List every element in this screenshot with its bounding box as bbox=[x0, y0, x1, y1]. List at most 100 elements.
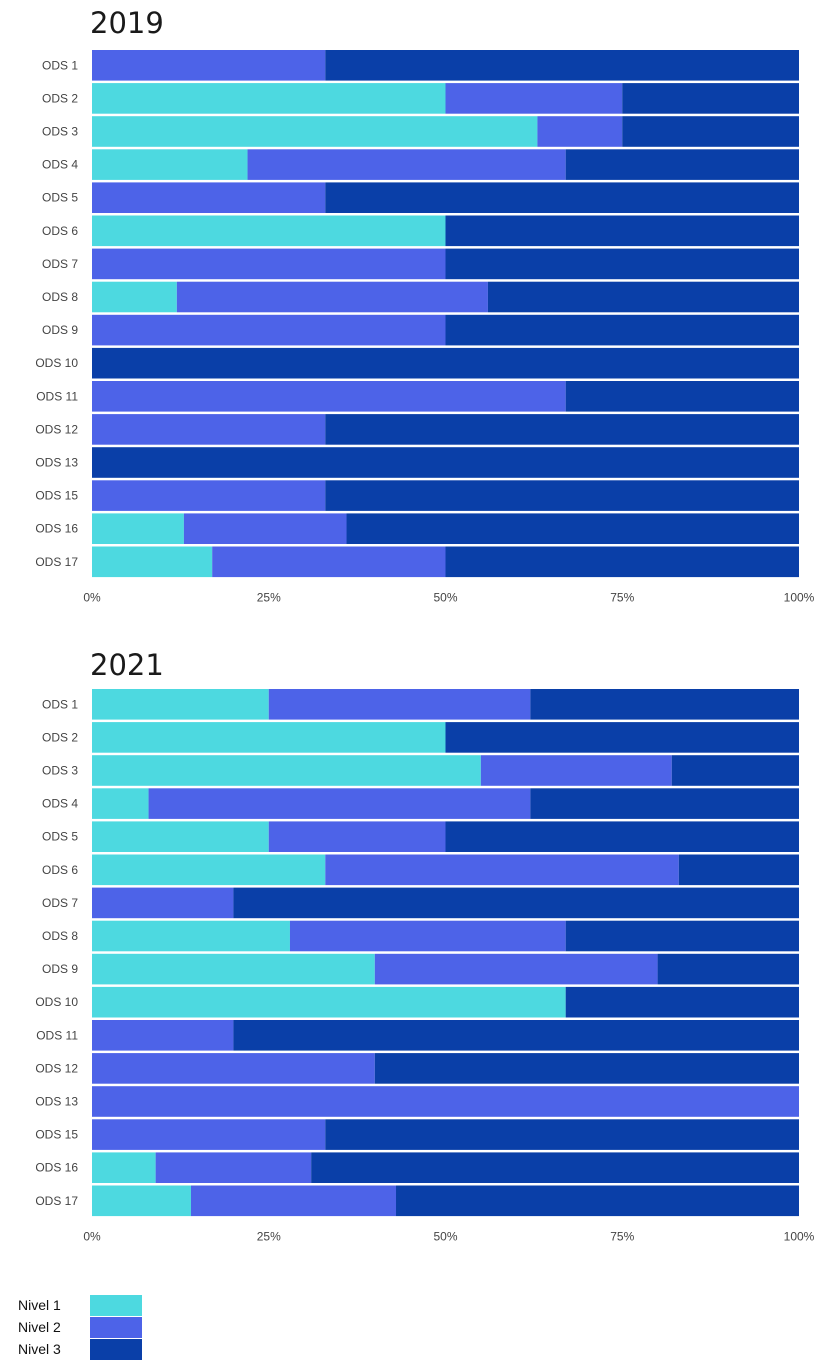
chart-2021: 2021 ODS 1 ODS 2 ODS 3 ODS 4 ODS 5 ODS 6 ODS 7… bbox=[0, 640, 825, 1260]
y-tick-label: ODS 4 bbox=[42, 158, 78, 172]
y-tick-label: ODS 17 bbox=[35, 555, 78, 569]
chart-2021-plot: ODS 1 ODS 2 ODS 3 ODS 4 ODS 5 ODS 6 ODS 7 ODS 8… bbox=[35, 689, 815, 1244]
bar-segment-nivel-3 bbox=[445, 546, 799, 578]
x-tick-label: 100% bbox=[784, 591, 815, 605]
bar-segment-nivel-1 bbox=[92, 920, 290, 952]
y-tick-label: ODS 11 bbox=[36, 1028, 78, 1042]
bar-segment-nivel-1 bbox=[92, 821, 269, 852]
legend-item-nivel-3: Nivel 3 bbox=[18, 1338, 142, 1360]
y-tick-label: ODS 5 bbox=[42, 830, 78, 844]
bar-segment-nivel-3 bbox=[92, 447, 799, 478]
bar-segment-nivel-3 bbox=[92, 347, 799, 379]
bar-segment-nivel-2 bbox=[92, 480, 326, 511]
bar-segment-nivel-2 bbox=[92, 1020, 234, 1051]
bar-segment-nivel-2 bbox=[268, 689, 531, 720]
bar-segment-nivel-3 bbox=[530, 788, 799, 819]
bar-segment-nivel-1 bbox=[92, 788, 149, 819]
bar-segment-nivel-2 bbox=[445, 83, 623, 114]
x-tick-label: 50% bbox=[433, 1230, 457, 1244]
bar-segment-nivel-3 bbox=[565, 986, 799, 1018]
y-tick-label: ODS 13 bbox=[35, 456, 78, 470]
bar-segment-nivel-3 bbox=[311, 1152, 799, 1183]
x-tick-label: 0% bbox=[83, 591, 101, 605]
bar-segment-nivel-2 bbox=[212, 546, 446, 578]
y-tick-label: ODS 13 bbox=[35, 1095, 78, 1109]
bar-segment-nivel-2 bbox=[92, 887, 234, 919]
x-tick-label: 25% bbox=[257, 1230, 281, 1244]
y-tick-label: ODS 7 bbox=[42, 896, 78, 910]
bar-segment-nivel-3 bbox=[565, 920, 799, 952]
bar-segment-nivel-3 bbox=[325, 50, 799, 81]
bar-segment-nivel-2 bbox=[325, 854, 679, 886]
bar-segment-nivel-1 bbox=[92, 953, 375, 985]
bar-segment-nivel-2 bbox=[92, 50, 326, 81]
x-tick-label: 0% bbox=[83, 1230, 101, 1244]
y-tick-label: ODS 8 bbox=[42, 929, 78, 943]
bar-segment-nivel-3 bbox=[445, 314, 799, 346]
bar-segment-nivel-1 bbox=[92, 149, 248, 180]
bar-segment-nivel-3 bbox=[657, 953, 799, 985]
bar-segment-nivel-3 bbox=[396, 1185, 799, 1217]
y-tick-label: ODS 1 bbox=[42, 58, 78, 72]
y-tick-label: ODS 8 bbox=[42, 290, 78, 304]
bar-segment-nivel-2 bbox=[480, 755, 672, 786]
chart-title-2019: 2019 bbox=[90, 6, 164, 40]
bar-segment-nivel-3 bbox=[445, 215, 799, 247]
bar-segment-nivel-1 bbox=[92, 513, 184, 544]
bar-segment-nivel-1 bbox=[92, 546, 213, 578]
bar-segment-nivel-2 bbox=[289, 920, 566, 952]
y-tick-label: ODS 11 bbox=[36, 389, 78, 403]
bar-segment-nivel-3 bbox=[678, 854, 799, 886]
bar-segment-nivel-2 bbox=[247, 149, 566, 180]
bar-segment-nivel-3 bbox=[622, 83, 799, 114]
x-tick-label: 75% bbox=[610, 1230, 634, 1244]
bar-segment-nivel-2 bbox=[92, 1053, 375, 1084]
chart-2019: 2019 ODS 1 ODS 2 ODS 3 ODS 4 ODS 5 ODS 6 ODS 7… bbox=[0, 0, 825, 620]
y-tick-label: ODS 3 bbox=[42, 764, 78, 778]
bar-segment-nivel-2 bbox=[92, 1119, 326, 1150]
y-tick-label: ODS 16 bbox=[35, 522, 78, 536]
legend-label: Nivel 1 bbox=[18, 1297, 61, 1313]
y-tick-label: ODS 6 bbox=[42, 224, 78, 238]
bar-segment-nivel-2 bbox=[190, 1185, 397, 1217]
legend-swatch bbox=[90, 1294, 142, 1316]
bar-segment-nivel-3 bbox=[671, 755, 799, 786]
bar-segment-nivel-3 bbox=[565, 381, 799, 412]
y-tick-label: ODS 7 bbox=[42, 257, 78, 271]
bar-segment-nivel-2 bbox=[374, 953, 658, 985]
bar-segment-nivel-2 bbox=[92, 314, 446, 346]
bar-segment-nivel-1 bbox=[92, 1185, 191, 1217]
y-tick-label: ODS 16 bbox=[35, 1161, 78, 1175]
bar-segment-nivel-3 bbox=[445, 821, 799, 852]
bar-segment-nivel-1 bbox=[92, 83, 446, 114]
y-tick-label: ODS 9 bbox=[42, 962, 78, 976]
legend-swatch bbox=[90, 1338, 142, 1360]
bar-segment-nivel-2 bbox=[92, 381, 566, 412]
bar-segment-nivel-2 bbox=[92, 248, 446, 280]
bar-segment-nivel-3 bbox=[530, 689, 799, 720]
bar-segment-nivel-3 bbox=[445, 248, 799, 280]
chart-2019-plot: ODS 1 ODS 2 ODS 3 ODS 4 ODS 5 ODS 6 ODS 7 ODS 8… bbox=[35, 50, 815, 605]
legend-item-nivel-2: Nivel 2 bbox=[18, 1316, 142, 1338]
legend-item-nivel-1: Nivel 1 bbox=[18, 1294, 142, 1316]
bar-segment-nivel-2 bbox=[155, 1152, 312, 1183]
y-tick-label: ODS 4 bbox=[42, 797, 78, 811]
y-tick-label: ODS 10 bbox=[35, 995, 78, 1009]
y-tick-label: ODS 10 bbox=[35, 356, 78, 370]
bar-segment-nivel-2 bbox=[183, 513, 347, 544]
y-tick-label: ODS 2 bbox=[42, 91, 78, 105]
y-tick-label: ODS 15 bbox=[35, 1128, 78, 1142]
bar-segment-nivel-1 bbox=[92, 755, 481, 786]
bar-segment-nivel-2 bbox=[148, 788, 531, 819]
bar-segment-nivel-2 bbox=[268, 821, 446, 852]
bar-segment-nivel-3 bbox=[445, 722, 799, 753]
x-tick-label: 100% bbox=[784, 1230, 815, 1244]
bar-segment-nivel-3 bbox=[233, 887, 799, 919]
y-tick-label: ODS 6 bbox=[42, 863, 78, 877]
bar-segment-nivel-2 bbox=[92, 182, 326, 213]
chart-title-2021: 2021 bbox=[90, 648, 164, 682]
bar-segment-nivel-1 bbox=[92, 986, 566, 1018]
bar-segment-nivel-3 bbox=[325, 480, 799, 511]
legend-swatch bbox=[90, 1316, 142, 1338]
y-tick-label: ODS 9 bbox=[42, 323, 78, 337]
